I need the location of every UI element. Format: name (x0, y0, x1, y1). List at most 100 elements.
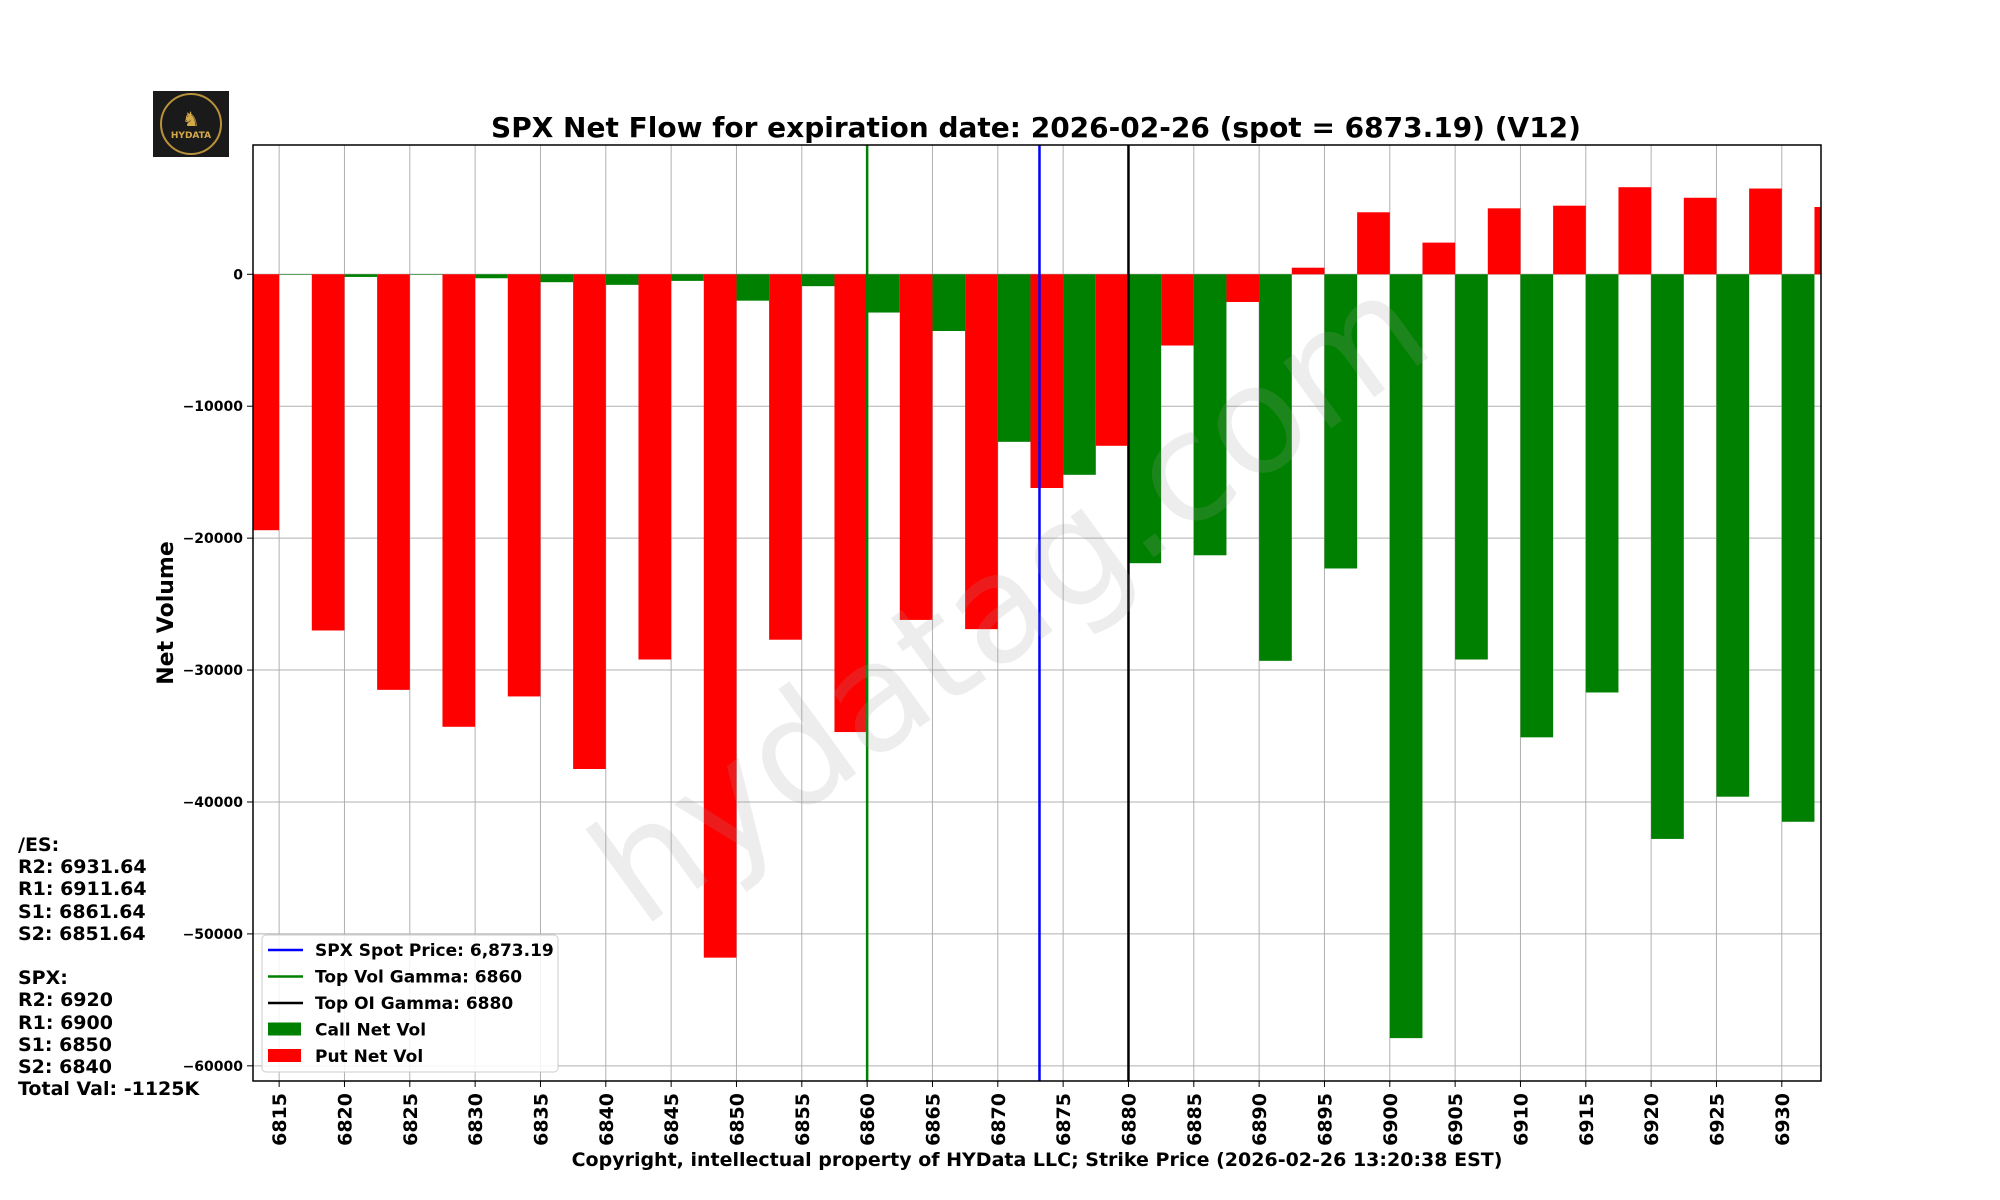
x-tick-label: 6815 (269, 1093, 291, 1146)
put-bar-6815 (253, 274, 280, 531)
x-tick-label: 6885 (1184, 1093, 1206, 1146)
y-tick-label: −20000 (183, 531, 244, 547)
put-bar-6855 (769, 274, 802, 640)
call-bar-6900 (1389, 274, 1423, 1039)
level-line: S1: 6850 (18, 1033, 112, 1056)
put-bar-6890 (1226, 274, 1260, 302)
put-bar-6910 (1487, 208, 1521, 275)
level-line: R1: 6911.64 (18, 878, 147, 901)
x-tick-label: 6820 (334, 1093, 356, 1146)
call-bar-6905 (1455, 274, 1488, 660)
logo-text: HYDATA (170, 131, 212, 141)
level-line: S1: 6861.64 (18, 900, 146, 923)
call-bar-6890 (1259, 274, 1292, 661)
x-tick-label: 6835 (530, 1093, 552, 1146)
put-bar-6900 (1357, 212, 1390, 275)
legend: SPX Spot Price: 6,873.19 Top Vol Gamma: 6… (261, 934, 559, 1073)
legend-entry: SPX Spot Price: 6,873.19 (315, 941, 554, 961)
x-tick-label: 6825 (400, 1093, 422, 1146)
call-bar-6820 (344, 274, 378, 277)
x-tick-label: 6915 (1576, 1093, 1598, 1146)
legend-entry: Top OI Gamma: 6880 (315, 994, 513, 1014)
levels-panel: /ES: R2: 6931.64 R1: 6911.64 S1: 6861.64 S2:… (18, 834, 199, 1100)
put-bar-6875 (1030, 274, 1064, 489)
x-tick-label: 6830 (465, 1093, 487, 1146)
call-bar-6835 (540, 274, 574, 283)
x-tick-label: 6845 (661, 1093, 683, 1146)
hydata-logo: ♞ HYDATA (153, 91, 229, 157)
level-line: R1: 6900 (18, 1011, 113, 1034)
call-bar-6845 (671, 274, 704, 281)
put-bar-6850 (703, 274, 737, 958)
call-bar-6920 (1651, 274, 1684, 839)
x-tick-label: 6925 (1706, 1093, 1728, 1146)
y-tick-label: 0 (233, 267, 243, 283)
put-bar-6840 (573, 274, 606, 769)
y-tick-label: −50000 (183, 927, 244, 943)
call-bar-6830 (475, 274, 508, 279)
y-tick-label: −30000 (183, 663, 244, 679)
call-bar-6895 (1324, 274, 1358, 569)
put-bar-6935 (1814, 207, 1821, 275)
x-tick-label: 6920 (1641, 1093, 1663, 1146)
level-line: Total Val: -1125K (18, 1078, 200, 1101)
call-bar-6815 (279, 274, 312, 275)
call-bar-6860 (867, 274, 900, 313)
x-tick-label: 6895 (1314, 1093, 1336, 1146)
put-bar-6845 (638, 274, 672, 660)
x-tick-label: 6850 (726, 1093, 748, 1146)
put-bar-6820 (311, 274, 345, 631)
x-tick-label: 6855 (792, 1093, 814, 1146)
x-tick-label: 6905 (1445, 1093, 1467, 1146)
level-line: R2: 6920 (18, 989, 113, 1012)
x-tick-label: 6900 (1380, 1093, 1402, 1146)
x-tick-label: 6875 (1053, 1093, 1075, 1146)
x-axis-label: Copyright, intellectual property of HYDa… (572, 1149, 1503, 1171)
call-bar-6825 (409, 274, 443, 275)
chart-title: SPX Net Flow for expiration date: 2026-0… (491, 111, 1581, 144)
x-tick-label: 6865 (922, 1093, 944, 1146)
put-bar-6860 (834, 274, 868, 733)
level-line: R2: 6931.64 (18, 856, 147, 879)
call-bar-6880 (1128, 274, 1162, 564)
legend-box (261, 934, 559, 1073)
call-bar-6915 (1585, 274, 1619, 693)
level-line: S2: 6851.64 (18, 922, 146, 945)
x-tick-label: 6930 (1772, 1093, 1794, 1146)
put-bar-6920 (1618, 187, 1652, 275)
put-bar-6915 (1553, 205, 1586, 275)
x-tick-label: 6840 (596, 1093, 618, 1146)
put-bar-6865 (899, 274, 933, 620)
legend-entry: Call Net Vol (315, 1021, 426, 1041)
put-bar-6905 (1422, 242, 1456, 275)
x-tick-label: 6870 (988, 1093, 1010, 1146)
level-line: SPX: (18, 967, 68, 990)
call-bar-6930 (1781, 274, 1815, 822)
call-bar-6855 (801, 274, 835, 287)
legend-patch-swatch (268, 1049, 301, 1062)
put-bar-6895 (1291, 267, 1325, 275)
call-bar-6910 (1520, 274, 1554, 738)
y-tick-label: −40000 (183, 795, 244, 811)
put-bar-6830 (442, 274, 476, 727)
x-tick-label: 6880 (1118, 1093, 1140, 1146)
x-tick-label: 6910 (1510, 1093, 1532, 1146)
legend-entry: Put Net Vol (315, 1047, 423, 1067)
plot-area (253, 145, 1821, 1081)
plot-frame (252, 144, 1822, 1082)
put-bar-6835 (507, 274, 541, 697)
put-bar-6870 (965, 274, 998, 630)
call-bar-6925 (1716, 274, 1750, 797)
put-bar-6885 (1161, 274, 1194, 346)
put-bar-6880 (1095, 274, 1129, 446)
call-bar-6850 (736, 274, 770, 301)
call-bar-6885 (1193, 274, 1227, 556)
x-tick-label: 6890 (1249, 1093, 1271, 1146)
level-line: S2: 6840 (18, 1056, 112, 1079)
legend-patch-swatch (268, 1022, 301, 1036)
put-bar-6825 (377, 274, 410, 690)
call-bar-6875 (1063, 274, 1096, 475)
put-bar-6925 (1683, 197, 1717, 275)
y-axis-label: Net Volume (154, 541, 179, 685)
